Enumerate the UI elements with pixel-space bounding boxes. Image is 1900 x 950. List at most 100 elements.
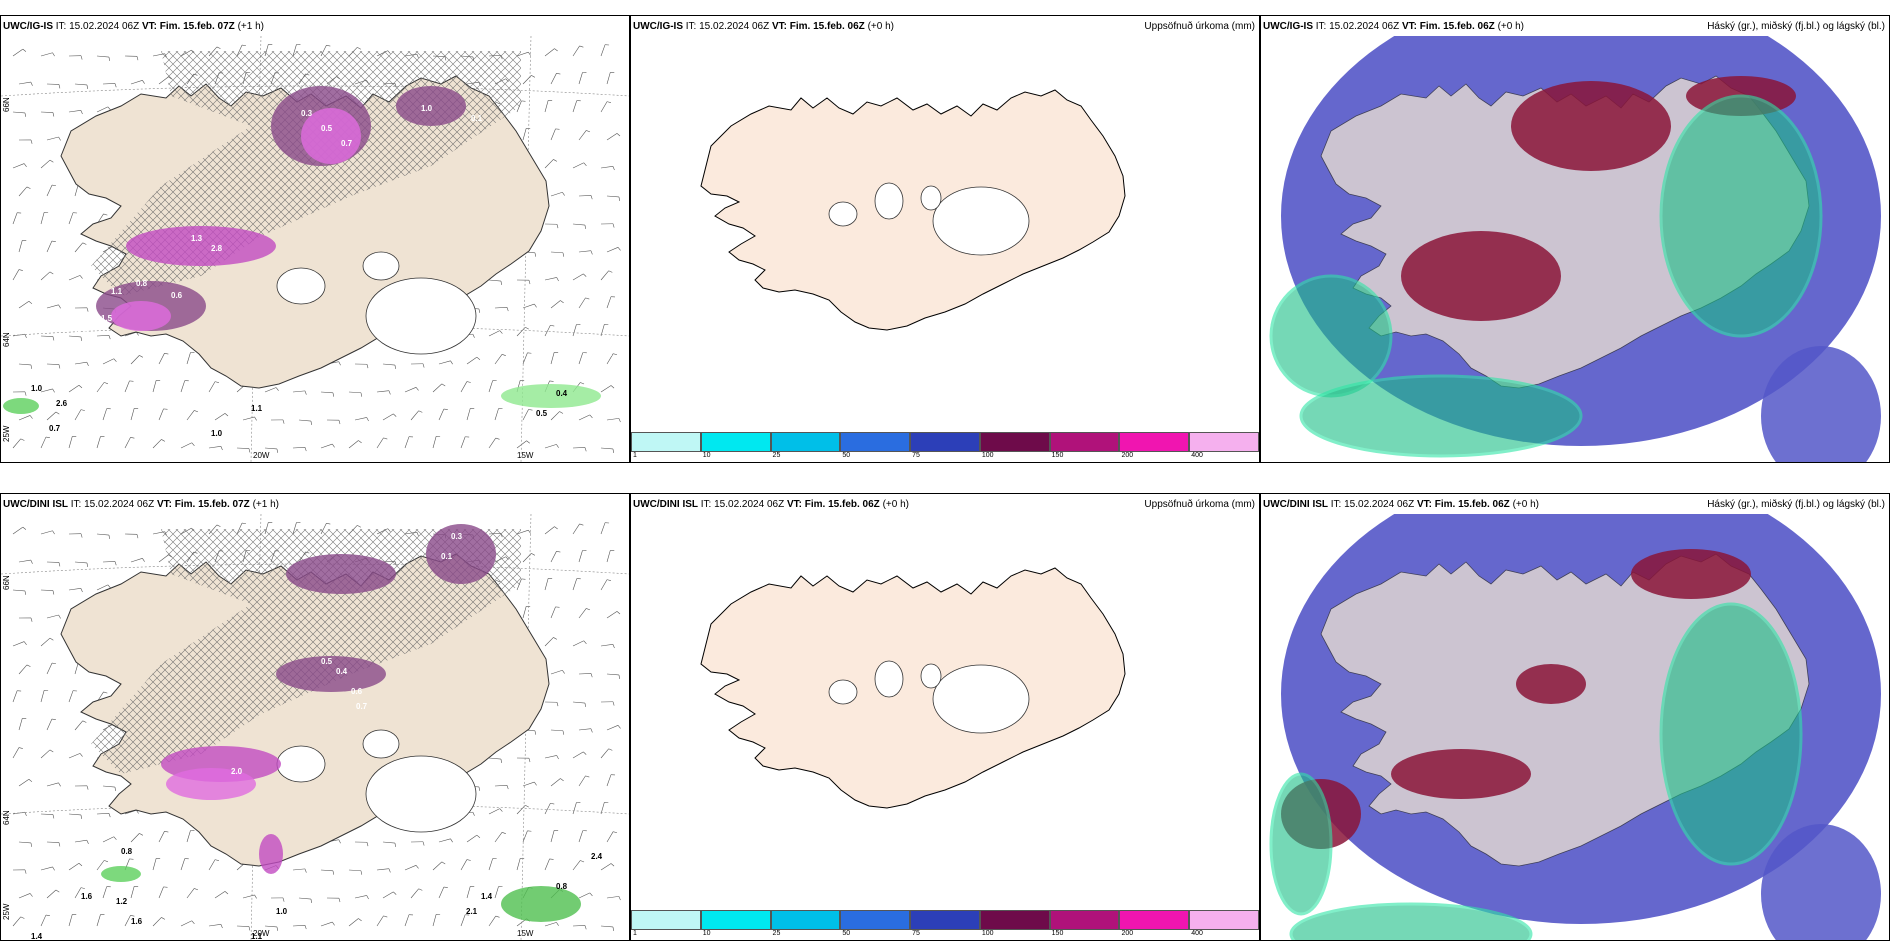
precip-value-label: 0.8 bbox=[121, 847, 133, 856]
precip-value-label: 1.0 bbox=[421, 104, 433, 113]
precip-area bbox=[3, 398, 39, 414]
precip-value-label: 0.7 bbox=[341, 139, 353, 148]
colorbar-ticks: 1 10 25 50 75 100 150 200 400 bbox=[631, 452, 1259, 462]
colorbar-swatch bbox=[631, 910, 701, 930]
precip-area bbox=[101, 866, 141, 882]
precip-value-label: 1.6 bbox=[81, 892, 93, 901]
precip-value-label: 1.3 bbox=[191, 234, 203, 243]
precip-value-label: 0.4 bbox=[336, 667, 348, 676]
precip-area bbox=[501, 384, 601, 408]
colorbar-swatch bbox=[1119, 432, 1190, 452]
precip-value-label: 0.4 bbox=[556, 389, 568, 398]
precip-value-label: 2.8 bbox=[211, 244, 223, 253]
panel-title: UWC/IG-IS IT: 15.02.2024 06Z VT: Fim. 15… bbox=[633, 18, 1255, 36]
colorbar bbox=[631, 910, 1259, 930]
low-cloud-area bbox=[1659, 94, 1823, 338]
colorbar-swatch bbox=[910, 432, 980, 452]
panel-title: UWC/DINI ISL IT: 15.02.2024 06Z VT: Fim.… bbox=[633, 496, 1255, 514]
precip-area bbox=[276, 656, 386, 692]
precip-wind-map: 20W 15W 66N 64N 25W 0.3 0.1 0.50.4 0.6 0.7 2.0 0.8 1… bbox=[1, 514, 629, 940]
colorbar-tick: 75 bbox=[912, 452, 920, 459]
colorbar-swatch bbox=[631, 432, 701, 452]
colorbar bbox=[631, 432, 1259, 452]
precip-value-label: 0.6 bbox=[171, 291, 183, 300]
panel-title: UWC/DINI ISL IT: 15.02.2024 06Z VT: Fim.… bbox=[1263, 496, 1885, 514]
lat-label: 64N bbox=[2, 810, 11, 825]
panel-subtitle: Háský (gr.), miðský (fj.bl.) og lágský (… bbox=[1707, 499, 1885, 510]
precip-value-label: 1.0 bbox=[211, 429, 223, 438]
colorbar-tick: 400 bbox=[1191, 452, 1203, 459]
cloud-cover-map bbox=[1261, 514, 1889, 940]
colorbar-tick: 10 bbox=[702, 930, 711, 937]
precip-area bbox=[126, 226, 276, 266]
precip-area bbox=[111, 301, 171, 331]
lat-label: 66N bbox=[2, 97, 11, 112]
high-cloud-area bbox=[1631, 549, 1751, 599]
precip-wind-map: 20W 15W 66N 64N 25W 0.3 0.5 0.7 1.0 1.3 2.8 0.6 0.8 1… bbox=[1, 36, 629, 462]
high-cloud-area bbox=[1391, 749, 1531, 799]
high-cloud-area bbox=[1516, 664, 1586, 704]
panel-bottom-right: UWC/DINI ISL IT: 15.02.2024 06Z VT: Fim.… bbox=[1260, 493, 1890, 941]
low-cloud-area bbox=[1289, 902, 1533, 940]
colorbar-tick: 100 bbox=[981, 452, 994, 459]
colorbar-swatch bbox=[700, 910, 771, 930]
high-cloud-area bbox=[1511, 81, 1671, 171]
colorbar-tick: 1 bbox=[633, 452, 637, 459]
precip-value-label: 0.5 bbox=[536, 409, 548, 418]
panel-subtitle: Uppsöfnuð úrkoma (mm) bbox=[1144, 21, 1255, 32]
lat-label: 64N bbox=[2, 332, 11, 347]
colorbar-swatch bbox=[1049, 432, 1120, 452]
panel-top-middle: UWC/IG-IS IT: 15.02.2024 06Z VT: Fim. 15… bbox=[630, 15, 1260, 463]
colorbar-tick: 50 bbox=[842, 452, 851, 459]
panel-bottom-middle: UWC/DINI ISL IT: 15.02.2024 06Z VT: Fim.… bbox=[630, 493, 1260, 941]
panel-subtitle: Háský (gr.), miðský (fj.bl.) og lágský (… bbox=[1707, 21, 1885, 32]
panel-title: UWC/IG-IS IT: 15.02.2024 06Z VT: Fim. 15… bbox=[1263, 18, 1885, 36]
precip-value-label: 2.4 bbox=[591, 852, 603, 861]
panel-subtitle: Uppsöfnuð úrkoma (mm) bbox=[1144, 499, 1255, 510]
precip-value-label: 0.7 bbox=[356, 702, 368, 711]
lat-label: 66N bbox=[2, 575, 11, 590]
colorbar-tick: 150 bbox=[1051, 930, 1064, 937]
panel-top-right: UWC/IG-IS IT: 15.02.2024 06Z VT: Fim. 15… bbox=[1260, 15, 1890, 463]
colorbar-swatch bbox=[1049, 910, 1120, 930]
colorbar-tick: 75 bbox=[912, 930, 920, 937]
precip-value-label: 1.0 bbox=[31, 384, 43, 393]
precip-area bbox=[259, 834, 283, 874]
high-cloud-area bbox=[1401, 231, 1561, 321]
precip-area bbox=[426, 524, 496, 584]
precip-value-label: 2.1 bbox=[466, 907, 478, 916]
precip-value-label: 1.6 bbox=[131, 917, 143, 926]
colorbar-tick: 1 bbox=[633, 930, 637, 937]
panel-title: UWC/DINI ISL IT: 15.02.2024 06Z VT: Fim.… bbox=[3, 499, 279, 510]
precip-value-label: 0.7 bbox=[49, 424, 61, 433]
colorbar-tick: 200 bbox=[1121, 452, 1134, 459]
accumulated-precip-map bbox=[700, 89, 1126, 331]
colorbar-tick: 50 bbox=[842, 930, 851, 937]
colorbar-tick: 10 bbox=[702, 452, 711, 459]
precip-value-label: 1.4 bbox=[31, 932, 43, 940]
cloud-cover-map bbox=[1261, 36, 1889, 462]
precip-value-label: 0.3 bbox=[451, 532, 463, 541]
precip-value-label: 1.5 bbox=[101, 314, 113, 323]
precip-value-label: 1.2 bbox=[116, 897, 128, 906]
colorbar-tick: 200 bbox=[1121, 930, 1134, 937]
low-cloud-area bbox=[1269, 274, 1393, 398]
graticule: 20W 15W 66N 64N 25W bbox=[1, 514, 629, 940]
precip-value-label: 0.8 bbox=[556, 882, 568, 891]
precip-value-label: 0.3 bbox=[301, 109, 313, 118]
precip-value-label: 1.4 bbox=[481, 892, 493, 901]
precip-area bbox=[396, 86, 466, 126]
colorbar-tick: 25 bbox=[772, 452, 781, 459]
hatched-area bbox=[91, 529, 521, 774]
precip-area bbox=[501, 886, 581, 922]
precip-value-label: 1.1 bbox=[111, 287, 123, 296]
lon-label: 20W bbox=[253, 451, 270, 460]
precip-value-label: 0.2 bbox=[601, 349, 613, 358]
colorbar-swatch bbox=[770, 432, 841, 452]
accumulated-precip-map bbox=[700, 567, 1126, 809]
colorbar-swatch bbox=[770, 910, 841, 930]
colorbar-swatch bbox=[700, 432, 771, 452]
colorbar-swatch bbox=[840, 910, 911, 930]
precip-area bbox=[286, 554, 396, 594]
colorbar-swatch bbox=[910, 910, 980, 930]
